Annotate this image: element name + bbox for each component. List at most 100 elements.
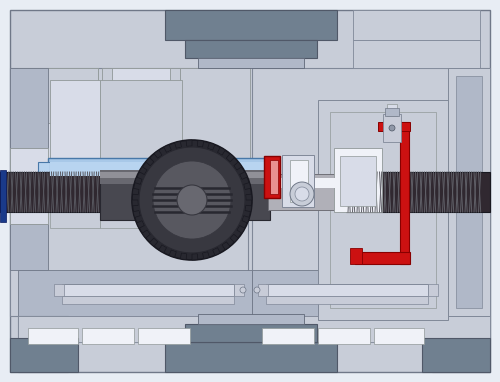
Bar bbox=[138, 328, 190, 344]
Bar bbox=[290, 160, 308, 202]
Bar bbox=[38, 162, 50, 192]
Bar bbox=[266, 296, 428, 304]
Polygon shape bbox=[245, 205, 252, 212]
Bar bbox=[100, 164, 270, 220]
Bar bbox=[268, 178, 346, 188]
Polygon shape bbox=[169, 250, 176, 257]
Polygon shape bbox=[154, 150, 162, 158]
Bar bbox=[0, 172, 108, 212]
Polygon shape bbox=[133, 210, 140, 217]
Polygon shape bbox=[142, 230, 150, 238]
Polygon shape bbox=[226, 154, 234, 162]
Polygon shape bbox=[150, 238, 158, 246]
Polygon shape bbox=[158, 245, 166, 253]
Bar bbox=[252, 68, 490, 316]
Circle shape bbox=[254, 287, 260, 293]
Bar bbox=[400, 122, 409, 264]
Bar bbox=[165, 10, 337, 40]
Bar bbox=[48, 158, 266, 196]
Polygon shape bbox=[134, 177, 142, 185]
Circle shape bbox=[177, 185, 207, 215]
Circle shape bbox=[295, 187, 309, 201]
Bar bbox=[54, 284, 64, 296]
Bar bbox=[100, 172, 270, 178]
Polygon shape bbox=[234, 162, 242, 170]
Polygon shape bbox=[244, 183, 251, 189]
Bar bbox=[383, 114, 401, 142]
Polygon shape bbox=[230, 234, 238, 243]
Polygon shape bbox=[146, 157, 154, 166]
Bar bbox=[10, 68, 248, 316]
Polygon shape bbox=[174, 141, 182, 148]
Bar bbox=[258, 284, 268, 296]
Polygon shape bbox=[139, 167, 147, 175]
Bar bbox=[234, 284, 244, 296]
Bar bbox=[428, 284, 438, 296]
Bar bbox=[282, 155, 314, 207]
Polygon shape bbox=[237, 225, 245, 233]
Bar bbox=[82, 328, 134, 344]
Bar bbox=[10, 338, 78, 372]
Bar bbox=[374, 328, 424, 344]
Bar bbox=[62, 284, 234, 296]
Bar bbox=[0, 170, 6, 222]
Bar bbox=[334, 148, 382, 212]
Bar bbox=[100, 80, 182, 168]
Bar bbox=[268, 174, 346, 210]
Bar bbox=[262, 328, 314, 344]
Circle shape bbox=[389, 125, 395, 131]
Bar bbox=[50, 80, 100, 168]
Bar bbox=[10, 148, 48, 224]
Bar bbox=[264, 156, 280, 198]
Bar bbox=[353, 10, 480, 40]
Bar bbox=[10, 224, 48, 270]
Bar bbox=[18, 68, 98, 178]
Bar bbox=[180, 68, 250, 188]
Bar bbox=[378, 122, 410, 131]
Bar bbox=[340, 156, 376, 206]
Circle shape bbox=[153, 161, 231, 239]
Bar bbox=[432, 316, 490, 372]
Polygon shape bbox=[164, 144, 172, 152]
Bar bbox=[62, 296, 234, 304]
Polygon shape bbox=[192, 254, 198, 260]
Bar bbox=[185, 40, 317, 58]
Polygon shape bbox=[242, 216, 250, 223]
Bar bbox=[18, 316, 252, 342]
Circle shape bbox=[139, 147, 245, 253]
Polygon shape bbox=[132, 200, 138, 206]
Bar bbox=[346, 172, 490, 212]
Bar bbox=[448, 68, 490, 316]
Bar bbox=[185, 324, 317, 342]
Bar bbox=[355, 252, 410, 264]
Circle shape bbox=[240, 287, 246, 293]
Polygon shape bbox=[212, 248, 220, 256]
Bar bbox=[102, 68, 180, 188]
Bar bbox=[330, 112, 436, 308]
Bar bbox=[100, 170, 270, 184]
Polygon shape bbox=[198, 140, 203, 147]
Bar bbox=[165, 342, 337, 372]
Bar bbox=[18, 270, 252, 316]
Circle shape bbox=[290, 182, 314, 206]
Bar bbox=[18, 316, 68, 372]
Polygon shape bbox=[218, 147, 226, 155]
Bar bbox=[50, 162, 264, 176]
Bar bbox=[252, 270, 490, 316]
Polygon shape bbox=[240, 172, 248, 179]
Bar bbox=[10, 68, 48, 148]
Polygon shape bbox=[246, 194, 252, 200]
Bar bbox=[385, 108, 399, 116]
Polygon shape bbox=[208, 142, 215, 150]
Bar bbox=[198, 314, 304, 324]
Bar bbox=[28, 328, 78, 344]
Bar bbox=[350, 248, 362, 264]
Bar bbox=[353, 40, 480, 68]
Bar bbox=[318, 100, 448, 320]
Polygon shape bbox=[202, 252, 209, 259]
Bar bbox=[387, 104, 397, 116]
Bar bbox=[252, 316, 490, 342]
Bar bbox=[50, 168, 100, 228]
Polygon shape bbox=[186, 140, 192, 146]
Polygon shape bbox=[132, 188, 139, 195]
